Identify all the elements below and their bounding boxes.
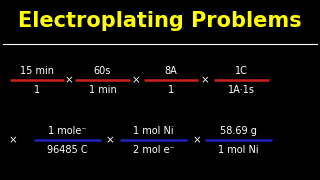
Text: 1: 1 [168, 85, 174, 95]
Text: 60s: 60s [94, 66, 111, 76]
Text: ×: × [64, 75, 73, 85]
Text: ×: × [200, 75, 209, 85]
Text: 1C: 1C [235, 66, 248, 76]
Text: 96485 C: 96485 C [47, 145, 87, 155]
Text: 1: 1 [34, 85, 40, 95]
Text: ×: × [8, 135, 17, 145]
Text: 1 min: 1 min [89, 85, 116, 95]
Text: ×: × [106, 135, 115, 145]
Text: 8A: 8A [165, 66, 178, 76]
Text: 15 min: 15 min [20, 66, 54, 76]
Text: 1 mole⁻: 1 mole⁻ [48, 126, 86, 136]
Text: 58.69 g: 58.69 g [220, 126, 257, 136]
Text: Electroplating Problems: Electroplating Problems [18, 11, 302, 31]
Text: ×: × [192, 135, 201, 145]
Text: 1 mol Ni: 1 mol Ni [218, 145, 259, 155]
Text: 1 mol Ni: 1 mol Ni [133, 126, 174, 136]
Text: ×: × [132, 75, 140, 85]
Text: 2 mol e⁻: 2 mol e⁻ [133, 145, 174, 155]
Text: 1A·1s: 1A·1s [228, 85, 255, 95]
